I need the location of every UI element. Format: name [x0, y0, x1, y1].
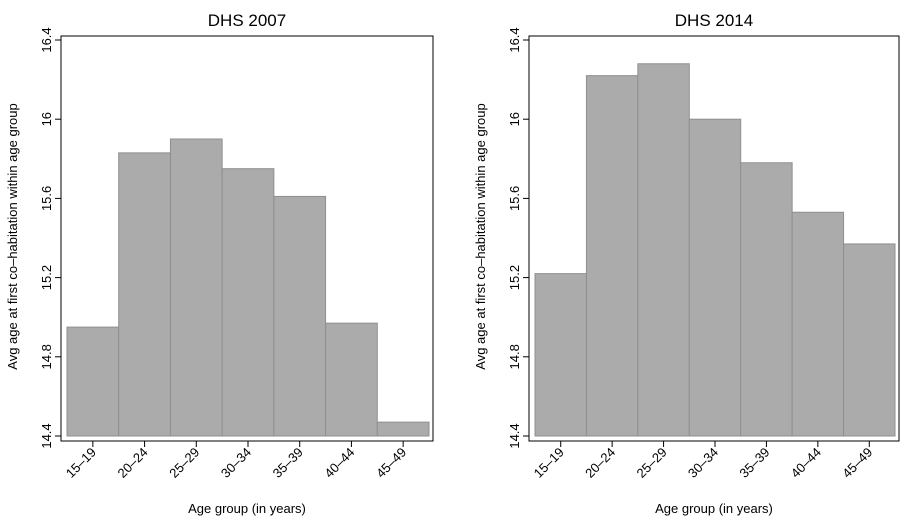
x-tick-label: 25–29	[634, 445, 670, 481]
x-tick-label: 30–34	[218, 445, 254, 481]
x-tick-label: 30–34	[685, 445, 721, 481]
bar-35–39	[273, 195, 327, 437]
bar-25–29	[169, 138, 223, 437]
x-axis-label: Age group (in years)	[188, 501, 306, 516]
y-tick-label: 15.6	[507, 186, 522, 211]
x-tick-label: 20–24	[115, 445, 151, 481]
x-tick-label: 40–44	[788, 445, 824, 481]
bar-35–39	[740, 162, 793, 437]
plot-frame	[528, 35, 900, 442]
y-tick-label: 16.4	[507, 27, 522, 52]
chart-panel-1: DHS 2007 14.4 14.8 15.2 15.6 16 16.4 15–19 20–24…	[5, 11, 434, 516]
y-tick-label: 16	[507, 112, 522, 126]
y-axis-label: Avg age at first co–habitation within ag…	[473, 103, 488, 369]
bar-15–19	[534, 273, 587, 437]
y-axis-label: Avg age at first co–habitation within ag…	[5, 103, 20, 369]
x-tick-label: 40–44	[321, 445, 357, 481]
x-tick-label: 25–29	[166, 445, 202, 481]
bar-15–19	[66, 326, 120, 437]
y-tick-label: 16.4	[39, 27, 54, 52]
bar-45–49	[843, 243, 896, 437]
y-tick-label: 15.2	[39, 265, 54, 290]
chart-title: DHS 2014	[675, 11, 753, 30]
x-tick-label: 15–19	[63, 445, 99, 481]
y-tick-label: 14.8	[507, 344, 522, 369]
y-tick-label: 15.6	[39, 186, 54, 211]
chart-panel-2: DHS 2014 14.4 14.8 15.2 15.6 16 16.4 15–19 20–24…	[473, 11, 900, 516]
bar-30–34	[221, 168, 275, 437]
x-tick-label: 45–49	[373, 445, 409, 481]
x-tick-label: 20–24	[582, 445, 618, 481]
y-tick-label: 14.4	[507, 423, 522, 448]
y-tick-label: 15.2	[507, 265, 522, 290]
chart-title: DHS 2007	[208, 11, 286, 30]
x-axis-label: Age group (in years)	[655, 501, 773, 516]
x-tick-label: 35–39	[270, 445, 306, 481]
x-tick-label: 45–49	[839, 445, 875, 481]
bar-40–44	[325, 322, 378, 437]
x-tick-label: 35–39	[736, 445, 772, 481]
x-tick-label: 15–19	[531, 445, 567, 481]
y-tick-label: 14.4	[39, 423, 54, 448]
y-tick-label: 16	[39, 112, 54, 126]
bar-25–29	[637, 63, 690, 437]
bar-45–49	[376, 421, 430, 437]
bar-20–24	[585, 75, 639, 437]
bar-30–34	[688, 118, 742, 437]
plot-frame	[60, 35, 434, 442]
y-tick-label: 14.8	[39, 344, 54, 369]
bar-20–24	[118, 152, 171, 437]
bar-40–44	[791, 211, 845, 437]
